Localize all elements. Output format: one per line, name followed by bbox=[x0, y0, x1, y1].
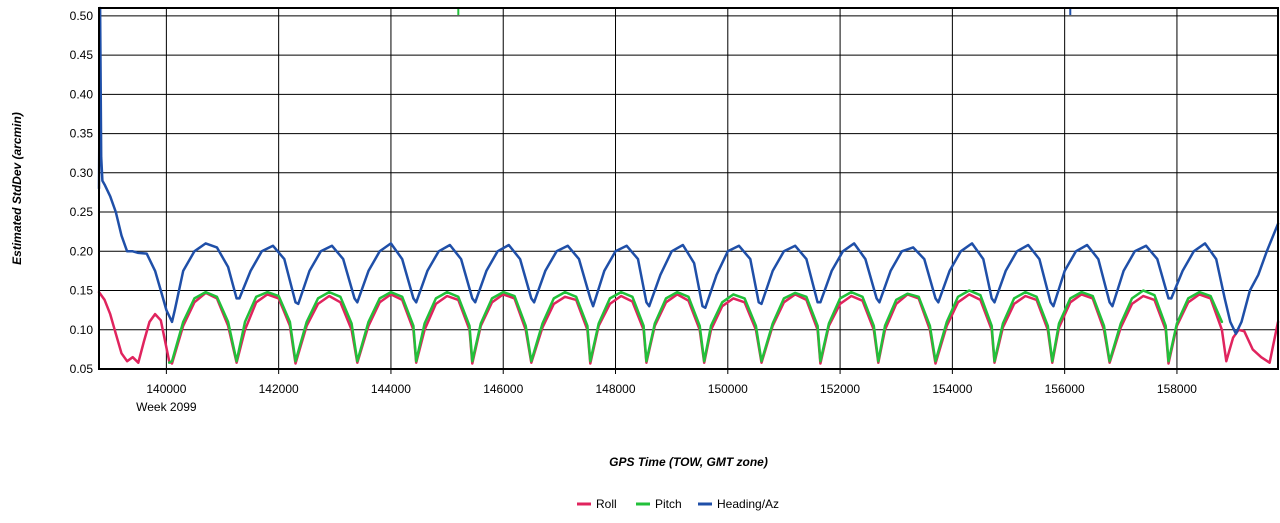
y-tick-label: 0.50 bbox=[70, 9, 94, 23]
legend: Roll Pitch Heading/Az bbox=[577, 497, 779, 511]
x-tick-label: 152000 bbox=[820, 382, 860, 396]
x-tick-label: 144000 bbox=[371, 382, 411, 396]
y-tick-label: 0.15 bbox=[70, 284, 94, 298]
gridlines bbox=[99, 8, 1278, 370]
legend-pitch-label: Pitch bbox=[655, 497, 682, 511]
x-axis-title: GPS Time (TOW, GMT zone) bbox=[609, 455, 768, 469]
legend-roll-label: Roll bbox=[596, 497, 617, 511]
legend-heading-label: Heading/Az bbox=[717, 497, 779, 511]
y-tick-label: 0.10 bbox=[70, 323, 94, 337]
plot-frame bbox=[98, 7, 1279, 370]
x-axis-ticks: 140000 142000 144000 146000 148000 150000 1520… bbox=[146, 369, 1197, 396]
x-tick-label: 142000 bbox=[259, 382, 299, 396]
series-line-heading-az bbox=[97, 6, 1280, 335]
y-axis-ticks: 0.05 0.10 0.15 0.20 0.25 0.30 0.35 0.40 0.45 0.50 bbox=[70, 9, 94, 376]
y-tick-label: 0.30 bbox=[70, 166, 94, 180]
x-tick-label: 150000 bbox=[708, 382, 748, 396]
top-markers bbox=[457, 8, 1072, 15]
y-tick-label: 0.05 bbox=[70, 362, 94, 376]
x-tick-label: 158000 bbox=[1157, 382, 1197, 396]
y-axis-title: Estimated StdDev (arcmin) bbox=[10, 112, 24, 265]
y-tick-label: 0.20 bbox=[70, 244, 94, 258]
x-tick-label: 146000 bbox=[483, 382, 523, 396]
y-tick-label: 0.40 bbox=[70, 87, 94, 101]
x-tick-label: 140000 bbox=[146, 382, 186, 396]
y-tick-label: 0.35 bbox=[70, 127, 94, 141]
x-tick-label: 156000 bbox=[1045, 382, 1085, 396]
series-line-roll bbox=[97, 290, 1280, 365]
y-tick-label: 0.25 bbox=[70, 205, 94, 219]
series-line-pitch bbox=[167, 289, 1224, 364]
x-axis-week-label: Week 2099 bbox=[136, 400, 197, 414]
x-tick-label: 154000 bbox=[932, 382, 972, 396]
x-tick-label: 148000 bbox=[595, 382, 635, 396]
y-tick-label: 0.45 bbox=[70, 48, 94, 62]
series-lines bbox=[97, 6, 1280, 365]
